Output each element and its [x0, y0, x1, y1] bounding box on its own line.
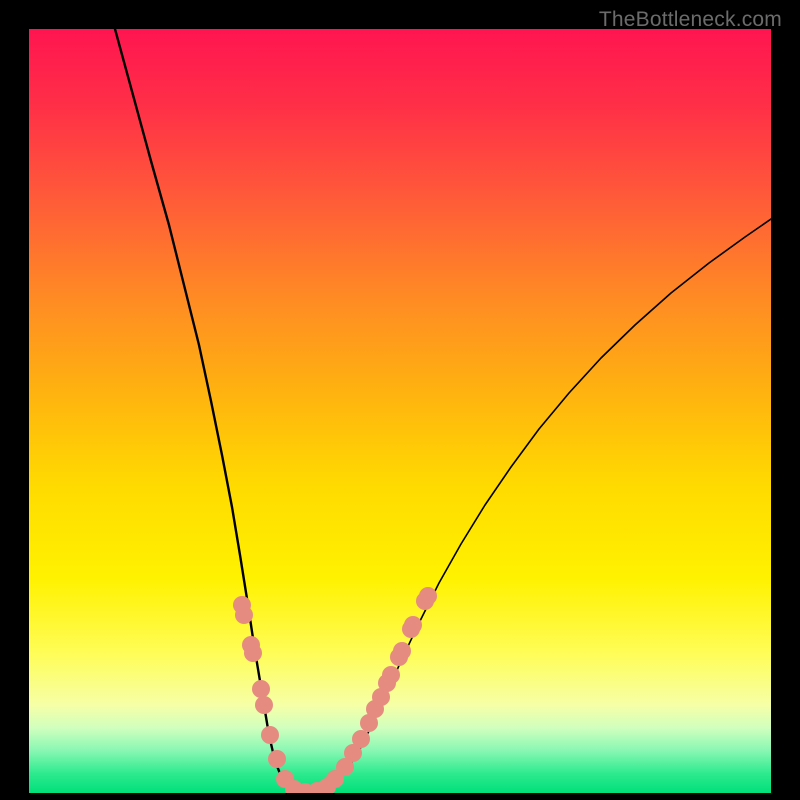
chart-frame: TheBottleneck.com	[0, 0, 800, 800]
plot-area	[29, 29, 771, 793]
chart-svg	[29, 29, 771, 793]
watermark-text: TheBottleneck.com	[599, 8, 782, 32]
